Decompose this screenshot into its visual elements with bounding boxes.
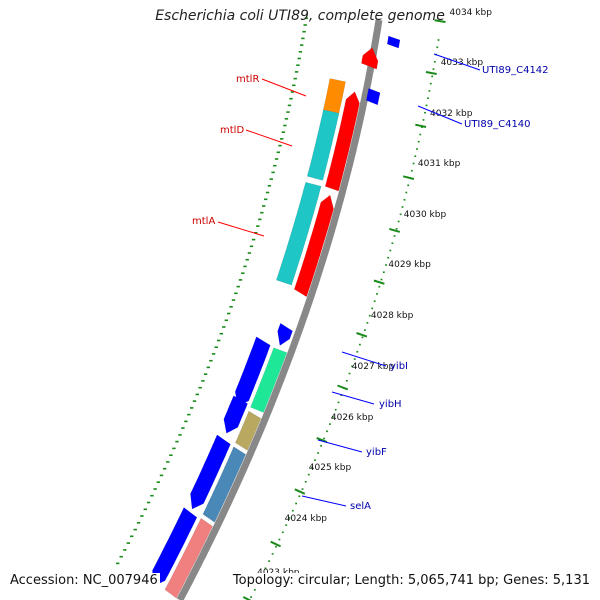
leader-line xyxy=(433,53,481,71)
feature-yibF[interactable] xyxy=(235,410,262,451)
feature-yibI-small[interactable] xyxy=(277,322,293,346)
gene-features xyxy=(152,35,401,599)
leader-line xyxy=(261,78,307,97)
feature-selA[interactable] xyxy=(202,446,247,523)
feature-blue[interactable] xyxy=(190,434,231,510)
tick-label: 4028 kbp xyxy=(371,311,414,321)
leader-line xyxy=(341,351,387,367)
leader-line xyxy=(417,105,463,125)
genome-backbone xyxy=(176,19,383,600)
feature-mtlA-cyan[interactable] xyxy=(275,181,322,286)
tick-label: 4029 kbp xyxy=(388,260,431,270)
tick-label: 4033 kbp xyxy=(441,58,484,68)
label-mtlA[interactable]: mtlA xyxy=(192,216,215,227)
feature-blue[interactable] xyxy=(386,35,401,49)
tick-label: 4030 kbp xyxy=(404,210,447,220)
feature-mtlD-cyan[interactable] xyxy=(306,109,340,181)
feature-mtlA[interactable] xyxy=(294,194,334,298)
label-leaders xyxy=(217,53,481,507)
feature-red[interactable] xyxy=(361,47,379,70)
tick-label: 4032 kbp xyxy=(430,109,473,119)
label-selA[interactable]: selA xyxy=(350,501,371,512)
feature-blue[interactable] xyxy=(366,88,381,106)
tick-label: 4024 kbp xyxy=(285,514,328,524)
feature-mtlD[interactable] xyxy=(324,91,360,192)
label-mtlD[interactable]: mtlD xyxy=(220,125,244,136)
label-c4140[interactable]: UTI89_C4140 xyxy=(464,119,531,130)
label-mtlR[interactable]: mtlR xyxy=(236,74,259,85)
accession-label: Accession: NC_007946 xyxy=(8,573,160,588)
label-yibH[interactable]: yibH xyxy=(379,399,402,410)
label-yibI[interactable]: yibI xyxy=(390,361,408,372)
feature-yibH[interactable] xyxy=(250,347,288,413)
topology-label: Topology: circular; Length: 5,065,741 bp… xyxy=(230,573,592,588)
leader-line xyxy=(331,391,375,405)
leader-line xyxy=(217,221,265,237)
tick-label: 4034 kbp xyxy=(450,8,493,18)
feature-pink[interactable] xyxy=(164,517,213,599)
leader-line xyxy=(317,439,363,453)
gene-labels: mtlR mtlD mtlA UTI89_C4142 UTI89_C4140 y… xyxy=(192,65,549,512)
dotted-guide-lines xyxy=(116,17,440,598)
feature-blue[interactable] xyxy=(223,395,248,434)
leader-line xyxy=(301,495,347,507)
tick-label: 4027 kbp xyxy=(352,362,395,372)
tick-label: 4025 kbp xyxy=(309,463,352,473)
genome-title: Escherichia coli UTI89, complete genome xyxy=(155,8,445,24)
label-yibF[interactable]: yibF xyxy=(366,447,387,458)
label-c4142[interactable]: UTI89_C4142 xyxy=(482,65,549,76)
tick-label: 4031 kbp xyxy=(418,159,461,169)
leader-line xyxy=(245,129,293,147)
tick-label: 4026 kbp xyxy=(331,413,374,423)
feature-mtlR[interactable] xyxy=(322,78,346,114)
